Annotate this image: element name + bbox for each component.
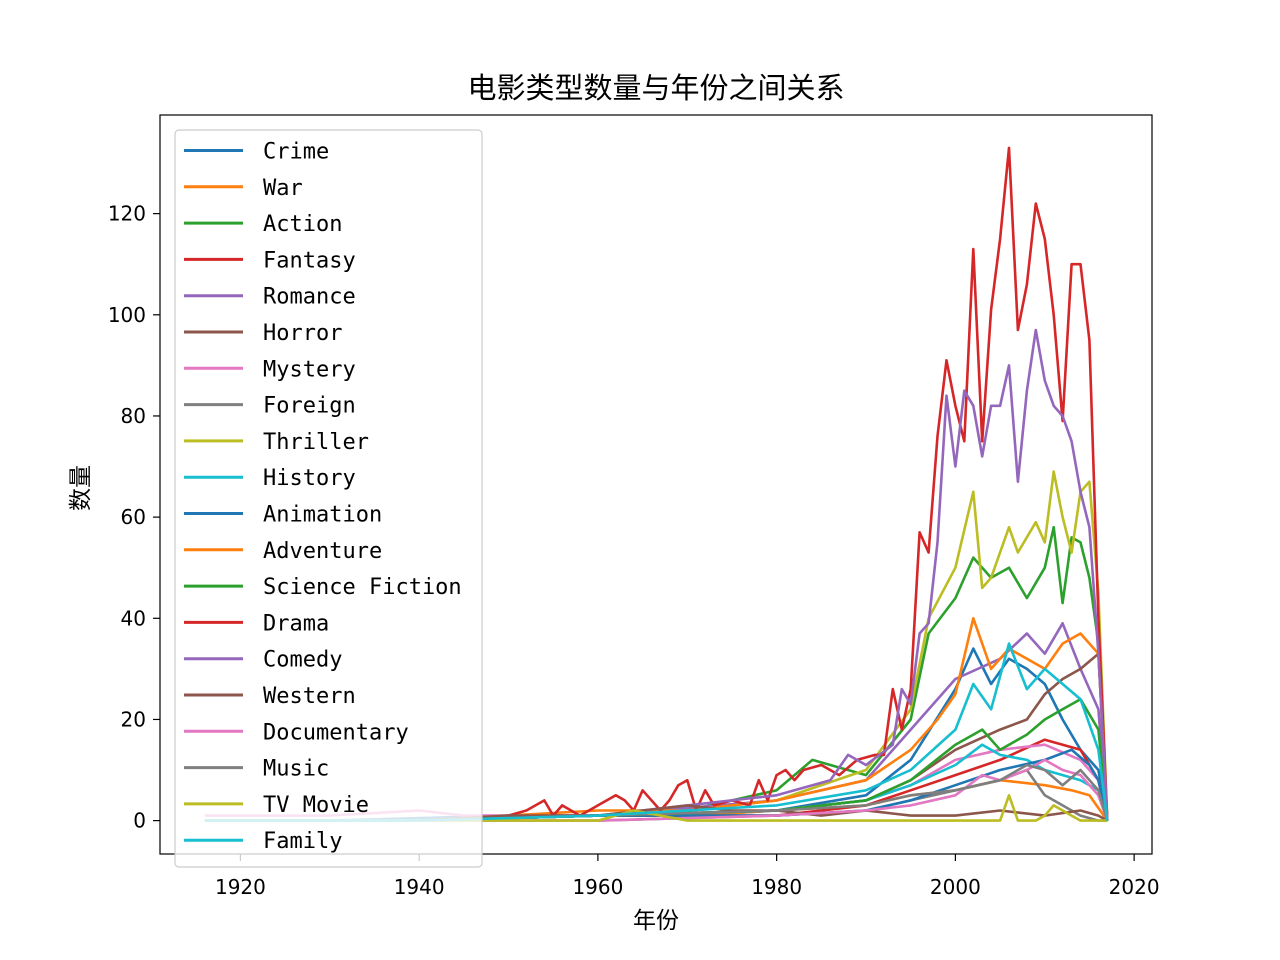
y-axis-label: 数量 bbox=[68, 465, 94, 511]
legend-label-western: Western bbox=[263, 684, 356, 709]
legend-label-adventure: Adventure bbox=[263, 539, 382, 564]
legend-label-music: Music bbox=[263, 757, 329, 782]
legend-label-foreign: Foreign bbox=[263, 394, 356, 419]
x-tick-label: 1980 bbox=[751, 875, 802, 899]
series-layer bbox=[204, 146, 1109, 822]
x-tick-label: 1960 bbox=[572, 875, 623, 899]
series-line-family bbox=[204, 642, 1109, 822]
axes-frame bbox=[159, 114, 1153, 855]
legend-label-science-fiction: Science Fiction bbox=[263, 575, 462, 600]
legend-label-tv-movie: TV Movie bbox=[263, 793, 369, 818]
x-tick-label: 2000 bbox=[930, 875, 981, 899]
legend: Crime War Action Fantasy Romance Horror Myster… bbox=[174, 129, 483, 868]
legend-label-comedy: Comedy bbox=[263, 648, 342, 673]
legend-label-history: History bbox=[263, 466, 356, 491]
legend-label-thriller: Thriller bbox=[263, 430, 369, 455]
legend-label-mystery: Mystery bbox=[263, 357, 356, 382]
legend-label-war: War bbox=[263, 176, 303, 201]
x-axis-label: 年份 bbox=[633, 908, 679, 934]
legend-box bbox=[174, 129, 483, 868]
y-axis: 0 20 40 60 80 100 120 bbox=[108, 202, 160, 833]
y-tick-label: 0 bbox=[133, 809, 146, 833]
y-tick-label: 60 bbox=[121, 505, 146, 529]
series-line-drama bbox=[204, 146, 1109, 822]
chart-title: 电影类型数量与年份之间关系 bbox=[467, 71, 844, 105]
legend-label-action: Action bbox=[263, 212, 342, 237]
legend-label-crime: Crime bbox=[263, 140, 329, 165]
legend-label-horror: Horror bbox=[263, 321, 342, 346]
series-line-tv-movie bbox=[204, 793, 1108, 822]
legend-label-romance: Romance bbox=[263, 285, 356, 310]
legend-label-animation: Animation bbox=[263, 503, 382, 528]
x-tick-label: 2020 bbox=[1109, 875, 1160, 899]
y-tick-label: 40 bbox=[121, 606, 146, 630]
legend-label-drama: Drama bbox=[263, 611, 329, 636]
legend-label-documentary: Documentary bbox=[263, 720, 409, 745]
y-tick-label: 100 bbox=[108, 303, 146, 327]
x-axis: 1920 1940 1960 1980 2000 2020 bbox=[215, 854, 1160, 899]
x-tick-label: 1920 bbox=[215, 875, 266, 899]
legend-label-family: Family bbox=[263, 829, 342, 854]
y-tick-label: 120 bbox=[108, 202, 146, 226]
x-tick-label: 1940 bbox=[394, 875, 445, 899]
series-line-comedy bbox=[204, 328, 1109, 822]
plot-area bbox=[159, 114, 1153, 855]
y-tick-label: 80 bbox=[121, 404, 146, 428]
legend-label-fantasy: Fantasy bbox=[263, 248, 356, 273]
y-tick-label: 20 bbox=[121, 707, 146, 731]
